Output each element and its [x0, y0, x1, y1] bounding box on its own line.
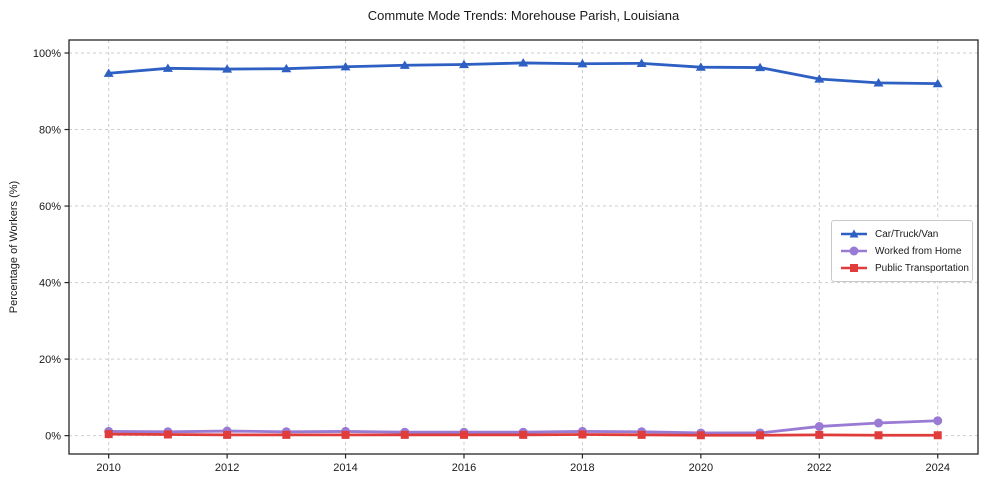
legend: Car/Truck/Van Worked from Home Public Tran… — [831, 220, 973, 282]
x-tick-label: 2012 — [215, 462, 239, 474]
x-tick-label: 2022 — [807, 462, 831, 474]
y-tick-label: 60% — [39, 201, 61, 213]
plot-box — [68, 39, 979, 455]
series-car-truck-van-marker-triangle-icon — [814, 74, 825, 83]
x-tick-label: 2014 — [333, 462, 357, 474]
y-tick-label: 20% — [39, 354, 61, 366]
series-car-truck-van-marker-triangle-icon — [577, 58, 588, 68]
series-public-transportation-marker-square-icon — [519, 430, 528, 439]
series-public-transportation-marker-square-icon — [578, 430, 587, 439]
series-public-transportation-marker-square-icon — [400, 430, 409, 439]
series-worked-from-home-marker-circle-icon — [814, 421, 824, 431]
x-tick-label: 2016 — [452, 462, 476, 474]
y-tick-label: 40% — [39, 278, 61, 290]
series-public-transportation-marker-square-icon — [637, 430, 646, 439]
series-public-transportation-marker-square-icon — [933, 431, 942, 440]
series-public-transportation-marker-square-icon — [459, 430, 468, 439]
series-public-transportation-marker-square-icon — [696, 431, 705, 440]
y-tick-label: 100% — [33, 48, 61, 60]
series-public-transportation-marker-square-icon — [756, 431, 765, 440]
legend-label: Car/Truck/Van — [875, 228, 939, 240]
series-car-truck-van-marker-triangle-icon — [873, 78, 884, 87]
x-tick-label: 2018 — [570, 462, 594, 474]
series-car-truck-van-marker-triangle-icon — [932, 78, 943, 88]
series-public-transportation-marker-square-icon — [104, 430, 113, 439]
legend-circle-icon — [841, 246, 867, 256]
series-worked-from-home-marker-circle-icon — [874, 418, 884, 428]
series-car-truck-van-marker-triangle-icon — [695, 62, 706, 71]
series-public-transportation-marker-square-icon — [163, 430, 172, 439]
series-car-truck-van-marker-triangle-icon — [103, 68, 114, 77]
legend-item: Public Transportation — [839, 261, 969, 275]
legend-item: Car/Truck/Van — [839, 227, 964, 241]
x-tick-label: 2010 — [96, 462, 120, 474]
legend-label: Worked from Home — [875, 245, 962, 257]
series-car-truck-van-marker-triangle-icon — [458, 59, 469, 69]
series-car-truck-van-marker-triangle-icon — [636, 58, 647, 67]
series-public-transportation-marker-square-icon — [223, 430, 232, 439]
legend-square-icon — [841, 264, 867, 272]
series-worked-from-home-marker-circle-icon — [933, 416, 943, 426]
x-tick-label: 2020 — [689, 462, 713, 474]
legend-triangle-icon — [841, 229, 867, 238]
legend-item: Worked from Home — [839, 244, 964, 258]
y-tick-label: 0% — [45, 431, 61, 443]
series-car-truck-van-marker-triangle-icon — [399, 60, 410, 69]
series-public-transportation-marker-square-icon — [815, 430, 824, 439]
series-public-transportation-marker-square-icon — [341, 430, 350, 439]
series-public-transportation-marker-square-icon — [874, 431, 883, 440]
series-car-truck-van-marker-triangle-icon — [340, 61, 351, 71]
x-tick-label: 2024 — [925, 462, 949, 474]
series-car-truck-van-marker-triangle-icon — [755, 62, 766, 72]
y-tick-label: 80% — [39, 125, 61, 137]
chart-title: Commute Mode Trends: Morehouse Parish, L… — [367, 8, 680, 23]
series-car-truck-van-marker-triangle-icon — [222, 64, 233, 73]
series-car-truck-van-marker-triangle-icon — [518, 58, 529, 67]
legend-label: Public Transportation — [875, 262, 969, 274]
series-public-transportation-marker-square-icon — [282, 430, 291, 439]
series-car-truck-van-marker-triangle-icon — [281, 63, 292, 73]
series-car-truck-van-marker-triangle-icon — [162, 63, 173, 72]
